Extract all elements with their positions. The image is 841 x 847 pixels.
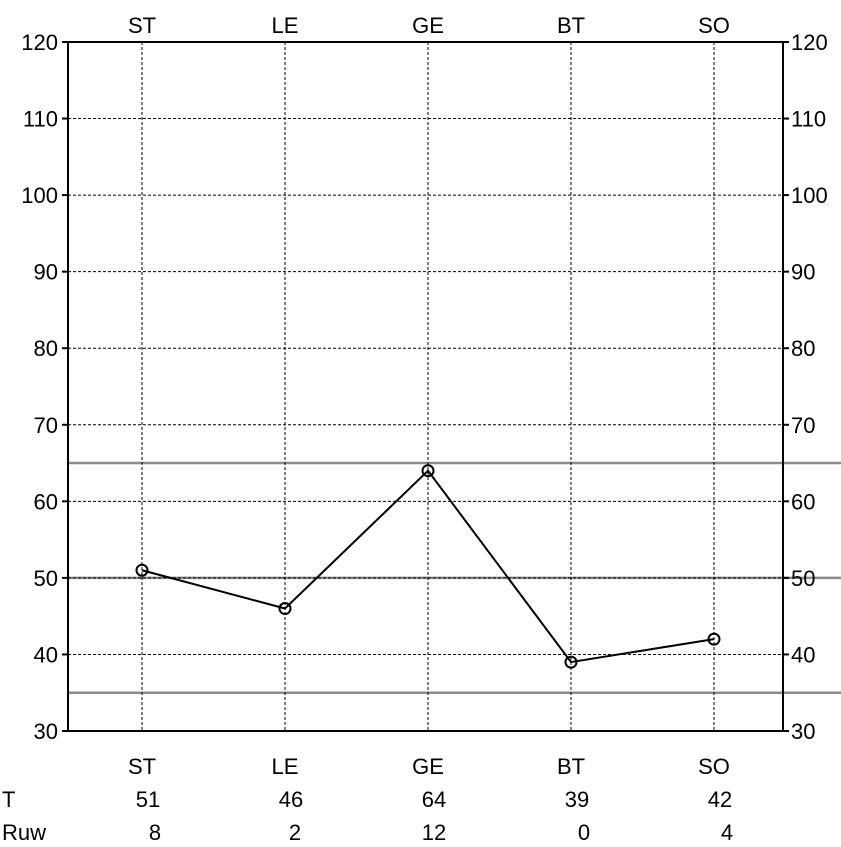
row-t-value: 64 [422,787,446,812]
row-ruw-value: 12 [422,820,446,845]
left-y-tick-label: 30 [34,719,58,744]
data-point-le [278,602,292,616]
left-y-tick-label: 80 [34,336,58,361]
left-y-tick-label: 50 [34,566,58,591]
gridlines [68,42,783,731]
score-table: T 51 46 64 39 42 Ruw 8 2 12 0 4 [2,787,733,845]
data-point-st [135,563,149,577]
left-y-tick-label: 70 [34,413,58,438]
right-y-tick-label: 50 [791,566,815,591]
bottom-category-label: GE [412,754,444,779]
row-t-value: 39 [565,787,589,812]
series-line [141,469,715,664]
right-y-tick-label: 110 [791,107,826,132]
left-y-tick-label: 40 [34,642,58,667]
series-line-group [135,464,721,669]
plot-frame [67,41,784,732]
bottom-category-label: LE [272,754,299,779]
right-y-tick-label: 30 [791,719,815,744]
right-y-tick-label: 60 [791,489,815,514]
row-t-value: 51 [136,787,160,812]
right-y-tick-label: 80 [791,336,815,361]
bottom-category-label: ST [128,754,156,779]
row-t-value: 46 [279,787,303,812]
row-label-t: T [2,787,15,812]
top-category-label: BT [557,13,585,38]
data-point-so [707,632,721,646]
row-ruw-value: 0 [578,820,590,845]
row-t-value: 42 [708,787,732,812]
data-point-ge [421,464,435,478]
left-y-tick-label: 90 [34,260,58,285]
bottom-category-label: BT [557,754,585,779]
axis-ticks [62,41,789,732]
row-ruw-value: 4 [721,820,733,845]
left-y-tick-label: 100 [21,183,58,208]
left-y-tick-label: 110 [23,107,58,132]
row-ruw-value: 8 [149,820,161,845]
top-category-label: LE [272,13,299,38]
top-category-label: SO [698,13,730,38]
top-category-label: GE [412,13,444,38]
bottom-category-label: SO [698,754,730,779]
tick-labels: 30 30 40 40 50 50 60 60 70 70 80 80 90 90 100 100 110 110… [21,13,827,779]
right-y-tick-label: 70 [791,413,815,438]
row-label-ruw: Ruw [2,820,46,845]
right-y-tick-label: 40 [791,642,815,667]
data-point-bt [564,655,578,669]
right-y-tick-label: 100 [791,183,828,208]
left-y-tick-label: 60 [34,489,58,514]
left-y-tick-label: 120 [21,30,58,55]
top-category-label: ST [128,13,156,38]
row-ruw-value: 2 [289,820,301,845]
right-y-tick-label: 90 [791,260,815,285]
right-y-tick-label: 120 [791,30,828,55]
